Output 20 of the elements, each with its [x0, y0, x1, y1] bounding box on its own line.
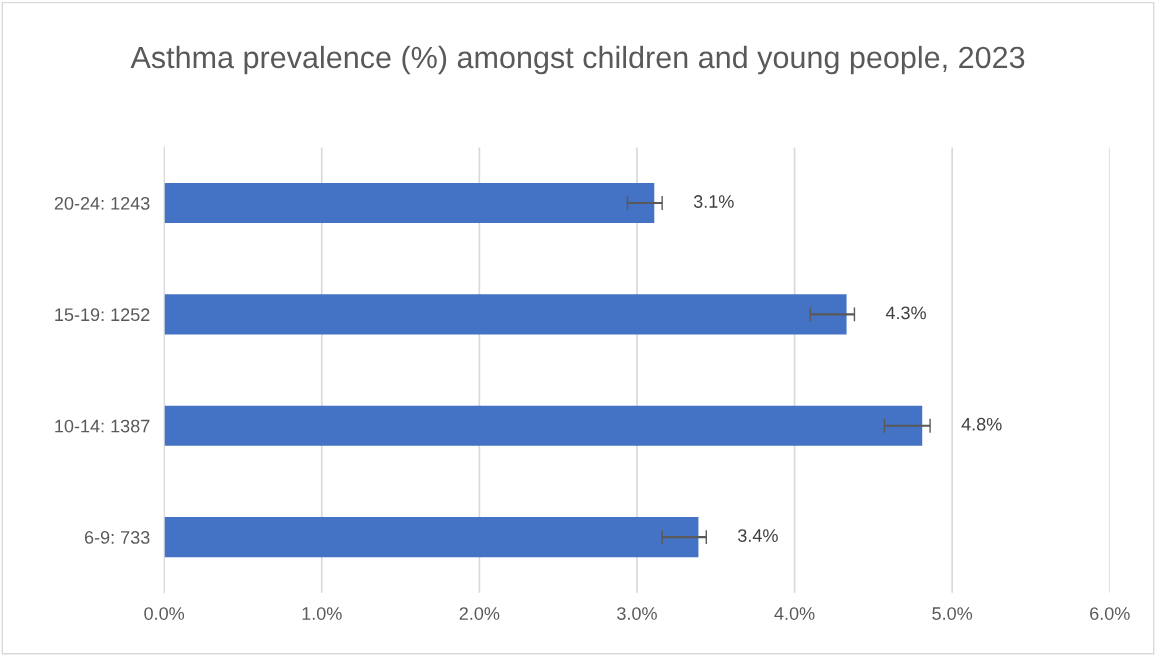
data-label: 3.4% [738, 529, 778, 542]
data-label: 4.3% [885, 306, 926, 320]
x-tick-label: 3.0% [617, 607, 657, 620]
bar [164, 294, 847, 335]
x-tick-label: 2.0% [459, 607, 500, 620]
bar [164, 183, 655, 224]
y-tick-label: 15-19: 1252 [55, 308, 150, 322]
chart-title: Asthma prevalence (%) amongst children and young people, 2023 [130, 45, 1025, 75]
x-tick-label: 5.0% [932, 607, 973, 620]
data-label: 3.1% [693, 195, 734, 208]
y-tick-label: 6-9: 733 [84, 531, 150, 544]
x-tick-label: 1.0% [302, 607, 342, 620]
y-tick-label: 10-14: 1387 [55, 419, 150, 433]
x-tick-label: 4.0% [774, 607, 815, 620]
bar [164, 517, 699, 558]
x-tick-label: 0.0% [144, 607, 185, 620]
data-label: 4.8% [961, 417, 1002, 431]
bar [164, 405, 923, 446]
x-tick-label: 6.0% [1090, 607, 1130, 620]
y-tick-label: 20-24: 1243 [54, 196, 150, 210]
